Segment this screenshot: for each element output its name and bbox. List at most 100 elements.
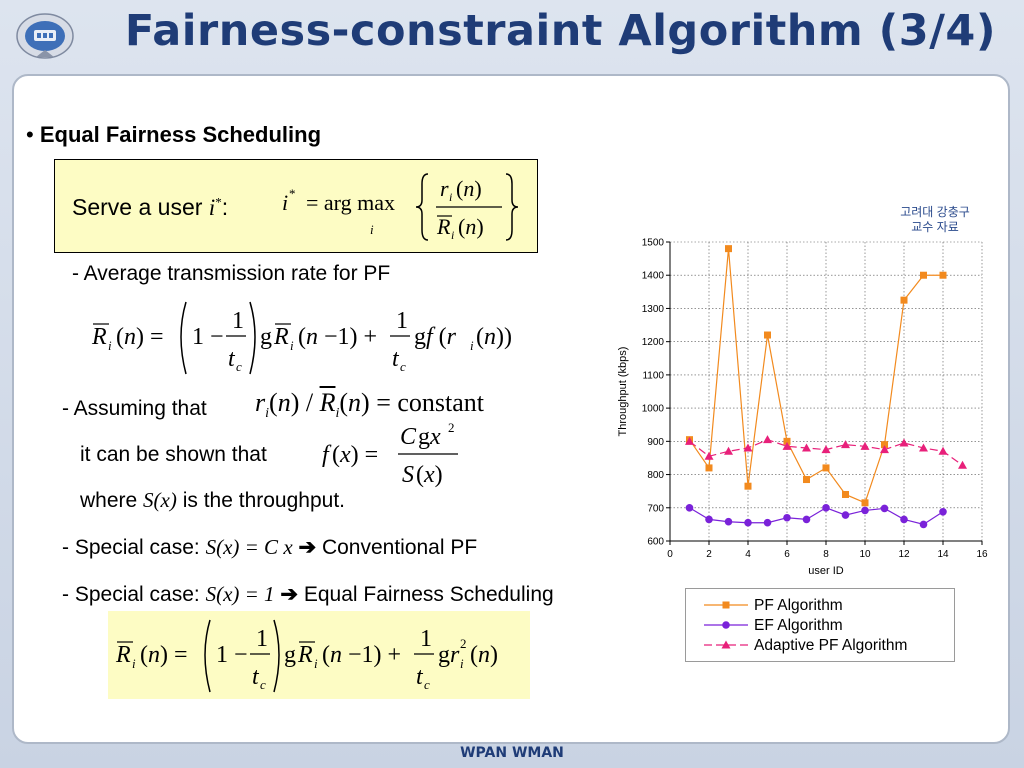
data-point [743,443,753,452]
data-point [821,445,831,454]
x-tick-label: 14 [937,549,949,560]
svg-text:(n): (n) [458,214,484,239]
legend-marker [722,601,730,609]
y-axis-label: Throughput (kbps) [617,347,629,437]
svg-text:c: c [236,359,242,374]
y-tick-label: 800 [647,470,664,481]
data-point [685,503,694,512]
data-point [900,296,908,304]
ef-formula: R i (n) = 1 − 1 t c g R i (n −1) + 1 t c… [115,619,498,693]
svg-text:i: i [451,228,454,242]
y-tick-label: 1500 [642,238,665,249]
legend-marker [721,640,731,649]
chart-legend: PF Algorithm EF Algorithm Adaptive PF Algo… [685,588,955,662]
data-point [842,490,849,498]
data-point [764,331,771,339]
svg-text:= arg max: = arg max [306,190,395,215]
data-point [783,437,791,445]
svg-text:R: R [436,214,451,239]
data-point [860,441,870,450]
y-tick-label: 1300 [642,304,665,315]
svg-text:1: 1 [256,626,268,652]
data-point [802,443,811,452]
svg-text:(n)): (n)) [476,324,512,350]
svg-text:R: R [115,642,131,668]
svg-text:t: t [416,664,424,690]
data-point [763,435,772,444]
data-point [802,515,811,524]
svg-text:(x): (x) [416,462,443,488]
x-tick-label: 6 [784,549,790,560]
svg-text:R: R [273,324,289,350]
svg-text:g: g [284,642,296,668]
special-case-1: - Special case: S(x) = C x ➔ Conventiona… [62,535,478,559]
x-axis-label: user ID [808,565,844,577]
y-tick-label: 1100 [642,370,664,381]
svg-text:(x) =: (x) = [332,442,378,468]
svg-text:g: g [260,324,272,350]
assuming-text: - Assuming that [62,397,207,420]
data-point [938,446,948,455]
page-title: Fairness-constraint Algorithm (3/4) [124,6,996,56]
data-point [744,482,752,490]
shown-text: it can be shown that [80,443,267,466]
legend-label: PF Algorithm [754,597,843,614]
data-point [958,460,967,469]
where-text: where S(x) is the throughput. [80,488,345,512]
svg-text:i: i [282,190,288,215]
heading-label: Equal Fairness Scheduling [39,122,322,147]
data-point [900,515,908,524]
svg-text:1 −: 1 − [216,642,248,668]
svg-text:(n): (n) [470,642,498,668]
source-note: 고려대 강충구 교수 자료 [900,205,970,234]
bullet: • [26,122,34,147]
footer: WPAN WMAN [460,745,564,761]
svg-text:i: i [370,222,374,237]
data-point [724,446,733,455]
data-point [880,504,889,513]
svg-text:(n): (n) [456,176,482,201]
svg-text:gf (r: gf (r [414,324,457,350]
data-point [841,511,850,519]
legend-marker [722,621,730,629]
data-point [724,517,733,526]
y-tick-label: 1400 [642,271,665,282]
data-point [881,441,888,449]
svg-text:i: i [132,656,136,671]
y-tick-label: 600 [647,537,664,548]
data-point [782,441,792,450]
y-tick-label: 1000 [642,404,665,415]
y-tick-label: 900 [647,437,664,448]
x-tick-label: 16 [976,549,988,560]
svg-text:i: i [108,338,112,353]
data-point [803,476,810,484]
svg-text:(n) =: (n) = [140,642,188,668]
arrow-right-icon: ➔ [280,583,299,606]
serve-user-box [54,159,538,253]
svg-text:*: * [289,186,296,201]
svg-text:c: c [400,359,406,374]
svg-text:i: i [460,656,464,671]
serve-user-text: Serve a user i*: [72,194,229,220]
series-line-0 [689,248,943,504]
avg-rate-formula: R i (n) = 1 − 1 t c g R i (n −1) + 1 t c… [91,301,512,375]
data-point [919,443,928,452]
svg-text:1: 1 [420,626,432,652]
svg-text:2: 2 [460,636,467,651]
data-point [725,245,732,253]
x-tick-label: 0 [667,549,673,560]
data-point [783,513,791,522]
y-tick-label: 1200 [642,337,665,348]
svg-text:c: c [260,677,266,692]
data-point [861,506,869,515]
svg-text:(n −1) +: (n −1) + [298,324,377,350]
data-point [822,464,830,472]
legend-label: Adaptive PF Algorithm [754,637,907,654]
constant-formula: ri(n) / Ri(n) = constant [255,388,485,422]
x-tick-label: 8 [823,549,829,560]
ef-formula-box [108,611,530,699]
fx-formula: f (x) = C gx 2 S (x) [322,420,458,488]
svg-text:1: 1 [396,308,408,334]
data-point [705,515,713,524]
svg-text:f: f [322,442,332,468]
